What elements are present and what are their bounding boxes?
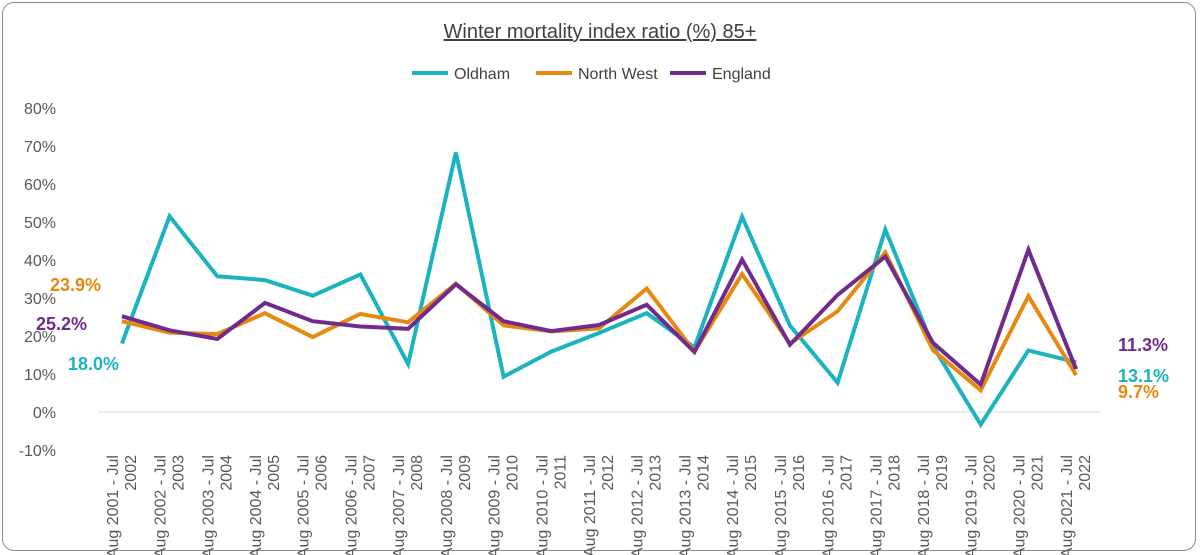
x-tick-label-line: Aug 2008 - Jul [439,455,456,555]
x-tick-label: Aug 2016 - Jul 2017 [821,455,856,555]
series-line-oldham [120,152,1077,429]
x-tick-label-line: 2021 [1029,455,1046,491]
x-tick-label-line: Aug 2010 - Jul [534,455,551,555]
series-line-north-west [121,248,1078,394]
x-tick-label-line: 2020 [982,455,999,491]
x-tick-label-line: 2006 [314,455,331,491]
x-axis: Aug 2001 - Jul 2002 Aug 2002 - Jul 2003 Aug … [98,411,1100,555]
y-tick-label: 0% [33,405,56,422]
x-tick-label-line: 2003 [171,455,188,491]
x-tick-label: Aug 2008 - Jul 2009 [439,455,474,555]
data-label: 23.9% [50,275,101,295]
y-tick-label: 50% [24,215,56,232]
x-tick-label-line: 2012 [600,455,617,491]
x-tick-label: Aug 2011 - Jul 2012 [582,455,617,555]
series-line-england [121,244,1078,389]
x-tick-label-line: Aug 2018 - Jul [916,455,933,555]
x-tick-label: Aug 2018 - Jul 2019 [916,455,951,555]
x-tick-label: Aug 2015 - Jul 2016 [773,455,808,555]
x-tick-label-line: Aug 2007 - Jul [391,455,408,555]
x-tick-label-line: 2011 [552,455,569,490]
y-tick-label: 70% [24,139,56,156]
x-tick-label-line: Aug 2009 - Jul [487,455,504,555]
x-tick-label-line: Aug 2015 - Jul [773,455,790,555]
x-tick-label: Aug 2002 - Jul 2003 [153,455,188,555]
x-tick-label-line: 2016 [791,455,808,491]
end-labels: 18.0% 13.1% 23.9% 9.7% 25.2% 11.3% [36,275,1169,402]
x-tick-label-line: Aug 2001 - Jul [105,455,122,555]
y-tick-label: -10% [19,443,56,460]
x-tick-label: Aug 2020 - Jul 2021 [1011,455,1046,555]
y-tick-label: 30% [24,291,56,308]
x-tick-label-line: Aug 2014 - Jul [725,455,742,555]
x-tick-label-line: Aug 2006 - Jul [343,455,360,555]
x-tick-label-line: 2018 [886,455,903,491]
x-tick-label-line: 2015 [743,455,760,491]
x-tick-label: Aug 2014 - Jul 2015 [725,455,760,555]
x-tick-label: Aug 2019 - Jul 2020 [964,455,999,555]
data-label: 18.0% [68,354,119,374]
x-tick-label-line: Aug 2003 - Jul [200,455,217,555]
chart-title: Winter mortality index ratio (%) 85+ [444,21,757,43]
x-tick-label-line: Aug 2012 - Jul [630,455,647,555]
x-tick-label: Aug 2005 - Jul 2006 [296,455,331,555]
x-tick-label-line: 2022 [1077,455,1094,491]
x-tick-label-line: 2009 [457,455,474,491]
x-tick-label-line: 2002 [123,455,140,491]
legend-label: Oldham [454,66,510,83]
x-tick-label-line: 2004 [218,455,235,491]
data-label: 25.2% [36,314,87,334]
x-tick-label-line: Aug 2016 - Jul [821,455,838,555]
data-label: 11.3% [1118,335,1168,355]
x-tick-label: Aug 2007 - Jul 2008 [391,455,426,555]
x-tick-label-line: 2005 [266,455,283,491]
x-tick-label-line: Aug 2004 - Jul [248,455,265,555]
x-tick-label-line: Aug 2021 - Jul [1059,455,1076,555]
y-tick-label: 80% [24,101,56,118]
x-tick-label-line: Aug 2005 - Jul [296,455,313,555]
x-tick-label-line: Aug 2017 - Jul [868,455,885,555]
x-tick-label-line: 2019 [934,455,951,491]
x-tick-label-line: 2007 [361,455,378,491]
x-tick-label: Aug 2006 - Jul 2007 [343,455,378,555]
series-layer [120,152,1078,429]
x-tick-label: Aug 2017 - Jul 2018 [868,455,903,555]
y-tick-label: 60% [24,177,56,194]
y-tick-label: 20% [24,329,56,346]
y-tick-label: 40% [24,253,56,270]
x-tick-label: Aug 2003 - Jul 2004 [200,455,235,555]
x-tick-label-line: Aug 2002 - Jul [153,455,170,555]
x-tick-label-line: 2008 [409,455,426,491]
x-tick-label-line: Aug 2019 - Jul [964,455,981,555]
x-tick-label-line: 2014 [695,455,712,491]
x-tick-label-line: 2017 [839,455,856,491]
x-tick-label-line: 2013 [648,455,665,491]
x-tick-label-line: Aug 2013 - Jul [677,455,694,555]
x-tick-label-line: Aug 2011 - Jul [582,455,599,555]
y-axis: -10% 0% 10% 20% 30% 40% 50% 60% 70% 80% [19,101,56,460]
y-tick-label: 10% [24,367,56,384]
x-tick-label: Aug 2001 - Jul 2002 [105,455,140,555]
x-tick-label: Aug 2010 - Jul 2011 [534,455,569,555]
legend: Oldham North West England [412,66,771,83]
data-label: 9.7% [1118,382,1159,402]
x-tick-label: Aug 2013 - Jul 2014 [677,455,712,555]
x-tick-label-line: 2010 [505,455,522,491]
x-tick-label: Aug 2021 - Jul 2022 [1059,455,1094,555]
data-label: 13.1% [1118,366,1169,386]
x-tick-label: Aug 2009 - Jul 2010 [487,455,522,555]
legend-label: North West [578,66,658,83]
x-tick-label-line: Aug 2020 - Jul [1011,455,1028,555]
x-tick-label: Aug 2004 - Jul 2005 [248,455,283,555]
x-tick-label: Aug 2012 - Jul 2013 [630,455,665,555]
legend-label: England [712,66,771,83]
